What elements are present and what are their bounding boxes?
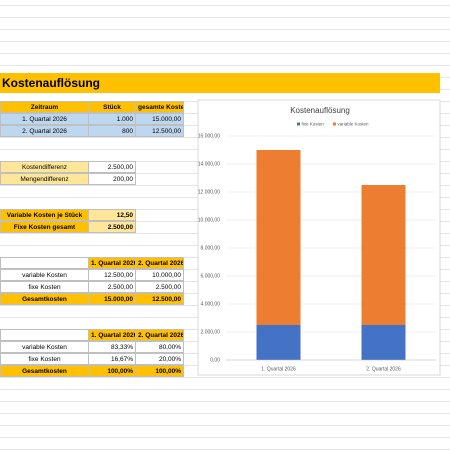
bar-segment: [361, 185, 406, 325]
legend-label: variable Kosten: [338, 121, 370, 126]
cell: 200,00: [88, 173, 136, 185]
cell: 83,33%: [88, 341, 136, 353]
cell: 12.500,00: [135, 293, 184, 305]
cell: 20,00%: [135, 353, 184, 365]
bar-segment: [361, 325, 406, 360]
cell: Kostendifferenz: [0, 161, 89, 173]
y-tick-label: 10.000,00: [198, 217, 220, 223]
y-tick-label: 8.000,00: [201, 245, 221, 251]
cell: 1. Quartal 2026: [0, 113, 89, 125]
cell: Stück: [88, 101, 136, 113]
cell: 2.500,00: [135, 281, 184, 293]
cell: Mengendifferenz: [0, 173, 89, 185]
y-tick-label: 2.000,00: [201, 329, 221, 335]
cell: 2.500,00: [88, 221, 136, 233]
x-tick-label: 2. Quartal 2026: [366, 366, 401, 372]
bar-segment: [256, 150, 301, 325]
y-tick-label: 12.000,00: [198, 189, 220, 195]
cell: variable Kosten: [0, 341, 89, 353]
y-tick-label: 4.000,00: [201, 301, 221, 307]
cell: 80,00%: [135, 341, 184, 353]
cell: 100,00%: [135, 365, 184, 377]
cell: 10.000,00: [135, 269, 184, 281]
cell: 15.000,00: [135, 113, 184, 125]
bar-segment: [256, 325, 301, 360]
legend-label: fixe Kosten: [302, 121, 325, 126]
cell: 2. Quartal 2026: [135, 329, 184, 341]
sheet-title: Kostenauflösung: [0, 73, 440, 93]
cell: 800: [88, 125, 136, 137]
y-tick-label: 0,00: [210, 357, 220, 363]
legend-swatch: [333, 122, 336, 126]
chart-title: Kostenauflösung: [290, 106, 350, 115]
x-tick-label: 1. Quartal 2026: [261, 366, 296, 372]
y-tick-label: 16.000,00: [198, 133, 220, 139]
cell: 2.500,00: [88, 161, 136, 173]
cell: 12.500,00: [135, 125, 184, 137]
y-tick-label: 14.000,00: [198, 161, 220, 167]
cell: gesamte Kosten: [135, 101, 184, 113]
cell: Fixe Kosten gesamt: [0, 221, 89, 233]
cell: 16,67%: [88, 353, 136, 365]
cell: 12,50: [88, 209, 136, 221]
legend-swatch: [297, 122, 300, 126]
cell: 1. Quartal 2026: [88, 329, 136, 341]
y-tick-label: 6.000,00: [201, 273, 221, 279]
cell: 2. Quartal 2026: [135, 257, 184, 269]
